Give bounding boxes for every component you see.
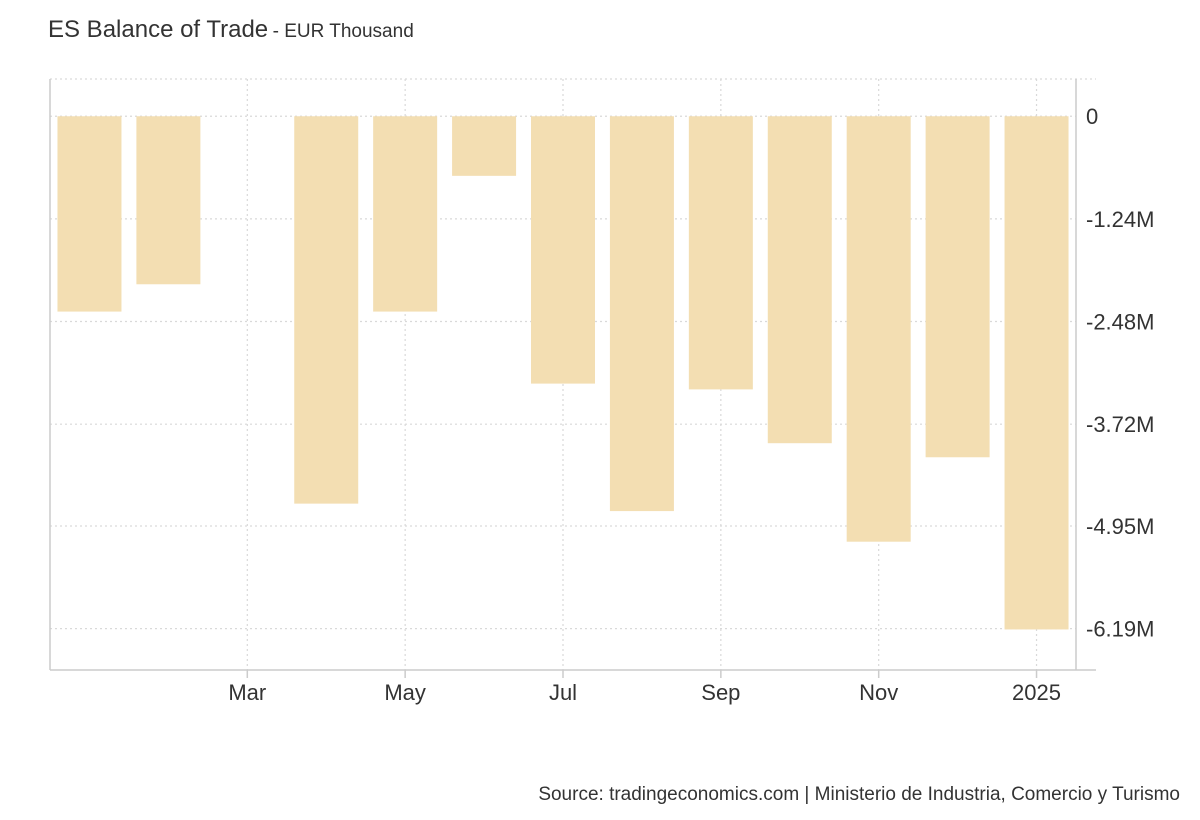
axes (49, 79, 1096, 678)
bar-Dec (925, 116, 990, 458)
bar-Nov (846, 116, 911, 542)
source-note: Source: tradingeconomics.com | Ministeri… (538, 784, 1180, 805)
x-tick-label: May (384, 680, 426, 705)
y-tick-label: -4.95M (1086, 514, 1154, 539)
bar-Oct (767, 116, 832, 444)
bar-Jun (452, 116, 517, 176)
bar-Sep (688, 116, 753, 390)
x-tick-label: Jul (549, 680, 577, 705)
x-axis-ticks: Mar May Jul Sep Nov 2025 (228, 680, 1061, 705)
y-tick-label: -6.19M (1086, 617, 1154, 642)
bar-2025 (1004, 116, 1069, 630)
y-tick-label: -3.72M (1086, 412, 1154, 437)
bar-May (373, 116, 438, 312)
y-tick-label: -2.48M (1086, 310, 1154, 335)
y-axis-ticks: 0 -1.24M -2.48M -3.72M -4.95M -6.19M (1086, 104, 1154, 641)
chart-unit-label: - EUR Thousand (272, 21, 414, 42)
balance-of-trade-chart: 0 -1.24M -2.48M -3.72M -4.95M -6.19M Mar May Ju… (49, 78, 1154, 705)
bar-Jan (57, 116, 122, 312)
x-tick-label: Mar (228, 680, 266, 705)
y-tick-label: 0 (1086, 104, 1098, 129)
chart-title: ES Balance of Trade - EUR Thousand (48, 16, 414, 44)
x-tick-label: Nov (859, 680, 898, 705)
y-tick-label: -1.24M (1086, 207, 1154, 232)
x-tick-label: 2025 (1012, 680, 1061, 705)
bar-Apr (294, 116, 359, 504)
bar-Aug (609, 116, 674, 512)
bar-Feb (136, 116, 201, 285)
bar-series (57, 116, 1069, 630)
x-tick-label: Sep (701, 680, 740, 705)
chart-title-text: ES Balance of Trade (48, 16, 269, 43)
bar-Jul (531, 116, 595, 384)
